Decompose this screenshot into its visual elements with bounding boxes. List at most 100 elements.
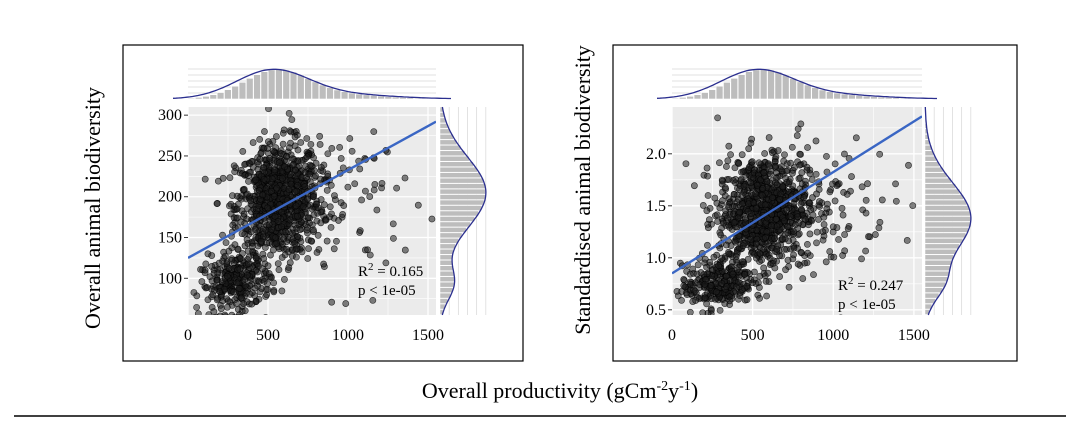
scatter-point	[281, 163, 289, 171]
scatter-point	[761, 201, 769, 209]
scatter-point	[369, 296, 377, 304]
scatter-point	[297, 139, 305, 146]
scatter-point	[339, 164, 347, 172]
scatter-point	[356, 165, 364, 173]
scatter-point	[835, 236, 842, 243]
scatter-point	[272, 133, 280, 140]
scatter-point	[286, 144, 293, 152]
x-marginal-bar	[370, 95, 378, 100]
x-marginal-bar	[289, 71, 298, 100]
scatter-point	[734, 195, 742, 203]
r-squared-label: R2 = 0.165	[358, 261, 423, 280]
scatter-point	[711, 194, 719, 202]
y-tick-label: 150	[158, 230, 182, 247]
x-marginal-bar	[202, 96, 210, 100]
scatter-point	[831, 197, 839, 205]
scatter-point	[317, 219, 325, 227]
scatter-point	[236, 311, 243, 315]
scatter-point	[764, 269, 772, 277]
x-marginal-bar	[267, 69, 276, 100]
scatter-point	[262, 286, 270, 293]
scatter-point	[788, 143, 796, 151]
y-marginal-bar	[924, 238, 963, 244]
x-marginal-bar	[789, 78, 797, 100]
scatter-point	[323, 237, 331, 245]
x-marginal-bar	[297, 74, 305, 100]
x-marginal-bar	[862, 95, 871, 100]
y-marginal-bar	[439, 281, 455, 288]
scatter-point	[797, 200, 805, 208]
scatter-point	[210, 308, 218, 315]
y-marginal-bar	[439, 287, 454, 293]
scatter-point	[760, 169, 768, 177]
scatter-point	[307, 140, 315, 148]
scatter-point	[273, 184, 281, 192]
scatter-point	[370, 128, 378, 136]
scatter-point	[787, 159, 795, 167]
scatter-point	[810, 271, 817, 279]
scatter-point	[228, 256, 236, 264]
scatter-point	[905, 161, 912, 169]
x-marginal-bar	[833, 92, 841, 100]
y-marginal-bar	[439, 156, 470, 162]
scatter-point	[864, 180, 871, 188]
scatter-point	[264, 138, 272, 146]
scatter-point	[229, 221, 237, 229]
scatter-point	[265, 270, 273, 277]
scatter-point	[682, 160, 690, 168]
y-axis-title-right: Standardised animal biodiversity	[570, 45, 595, 335]
scatter-point	[241, 307, 249, 315]
scatter-point	[760, 264, 768, 272]
scatter-point	[304, 214, 312, 222]
x-marginal-bar	[216, 92, 225, 100]
scatter-point	[270, 288, 278, 296]
scatter-point	[755, 159, 763, 167]
scatter-point	[703, 164, 711, 172]
scatter-point	[812, 137, 820, 145]
scatter-point	[714, 218, 722, 225]
scatter-point	[839, 211, 847, 219]
scatter-point	[752, 190, 759, 198]
scatter-point	[303, 153, 311, 161]
y-marginal-bar	[439, 150, 466, 157]
scatter-point	[312, 159, 320, 167]
scatter-point	[317, 163, 325, 171]
x-marginal-bar	[362, 94, 371, 100]
y-marginal-bar	[439, 210, 479, 217]
x-marginal-bar	[679, 97, 687, 100]
x-tick-label: 1500	[412, 327, 444, 344]
scatter-point	[292, 253, 300, 261]
x-marginal-bar	[253, 74, 261, 100]
scatter-point	[243, 271, 251, 279]
scatter-point	[769, 149, 776, 157]
scatter-point	[356, 227, 364, 235]
scatter-point	[269, 147, 277, 155]
scatter-point	[337, 155, 345, 162]
scatter-point	[789, 182, 797, 190]
scatter-point	[739, 258, 747, 265]
scatter-point	[304, 255, 312, 262]
scatter-point	[313, 249, 321, 256]
scatter-point	[236, 265, 244, 273]
x-marginal	[172, 63, 451, 100]
scatter-point	[747, 244, 755, 252]
x-marginal-bar	[384, 96, 393, 100]
scatter-point	[752, 205, 760, 212]
scatter-point	[735, 160, 743, 168]
y-marginal-bar	[924, 166, 944, 173]
y-marginal-bar	[439, 177, 484, 184]
scatter-point	[718, 254, 726, 262]
scatter-point	[260, 277, 268, 285]
scatter-point	[290, 161, 297, 169]
scatter-point	[798, 169, 806, 177]
scatter-point	[762, 277, 770, 285]
scatter-point	[732, 238, 739, 246]
scatter-point	[280, 126, 288, 134]
y-tick-label: 250	[158, 148, 182, 165]
x-tick-label: 1500	[898, 327, 930, 344]
scatter-point	[865, 233, 872, 240]
scatter-point	[756, 272, 764, 280]
y-marginal-bar	[924, 270, 950, 277]
scatter-point	[754, 279, 762, 287]
x-marginal-bar	[238, 82, 247, 100]
